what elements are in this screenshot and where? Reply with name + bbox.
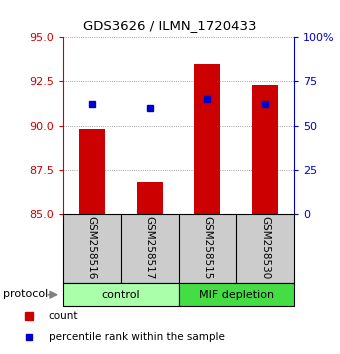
Text: GSM258515: GSM258515 bbox=[202, 216, 212, 280]
Text: GSM258516: GSM258516 bbox=[87, 216, 97, 280]
Bar bbox=[178, 283, 294, 306]
Bar bbox=[137, 182, 163, 214]
Text: GSM258530: GSM258530 bbox=[260, 216, 270, 280]
Bar bbox=[252, 85, 278, 214]
Text: GSM258517: GSM258517 bbox=[144, 216, 155, 280]
Text: MIF depletion: MIF depletion bbox=[199, 290, 274, 300]
Text: GDS3626 / ILMN_1720433: GDS3626 / ILMN_1720433 bbox=[83, 19, 257, 33]
Text: control: control bbox=[101, 290, 140, 300]
Text: count: count bbox=[49, 310, 78, 321]
Text: protocol: protocol bbox=[3, 289, 48, 298]
Bar bbox=[79, 129, 105, 214]
Bar bbox=[63, 283, 178, 306]
Text: percentile rank within the sample: percentile rank within the sample bbox=[49, 332, 224, 342]
Bar bbox=[194, 64, 220, 214]
